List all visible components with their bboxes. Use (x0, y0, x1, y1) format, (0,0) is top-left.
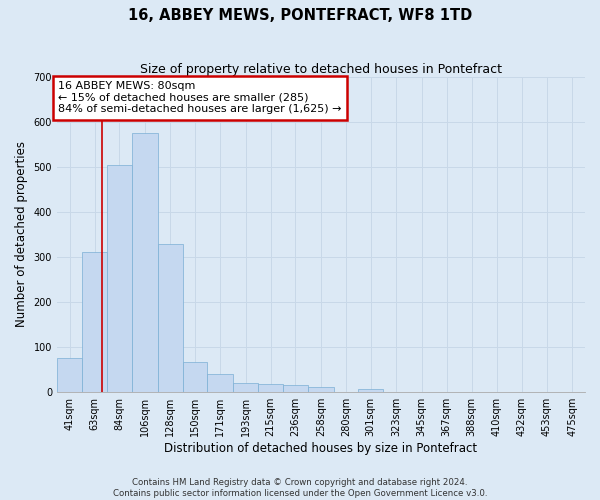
Bar (132, 133, 158, 392)
Text: Contains HM Land Registry data © Crown copyright and database right 2024.
Contai: Contains HM Land Registry data © Crown c… (113, 478, 487, 498)
X-axis label: Distribution of detached houses by size in Pontefract: Distribution of detached houses by size … (164, 442, 478, 455)
Bar (183, 362, 208, 392)
Bar (233, 383, 259, 392)
Bar (82, 252, 107, 392)
Bar (57, 358, 82, 392)
Title: Size of property relative to detached houses in Pontefract: Size of property relative to detached ho… (140, 62, 502, 76)
Bar (358, 388, 383, 392)
Text: 16 ABBEY MEWS: 80sqm
← 15% of detached houses are smaller (285)
84% of semi-deta: 16 ABBEY MEWS: 80sqm ← 15% of detached h… (58, 81, 341, 114)
Bar (158, 244, 183, 392)
Bar (208, 374, 233, 392)
Bar (107, 164, 132, 392)
Bar (308, 387, 334, 392)
Bar (259, 384, 283, 392)
Text: 16, ABBEY MEWS, PONTEFRACT, WF8 1TD: 16, ABBEY MEWS, PONTEFRACT, WF8 1TD (128, 8, 472, 22)
Y-axis label: Number of detached properties: Number of detached properties (15, 142, 28, 328)
Bar (283, 386, 308, 392)
